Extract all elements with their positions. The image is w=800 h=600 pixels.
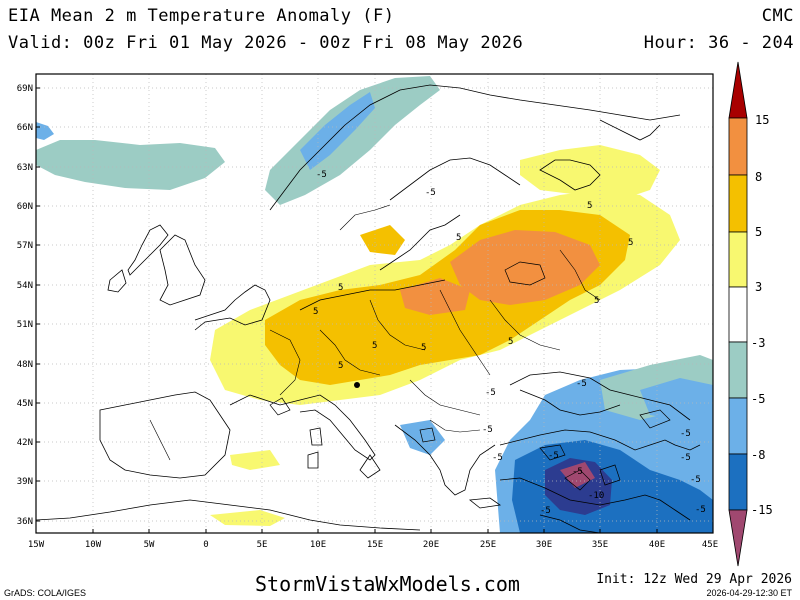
coastlines (35, 84, 701, 534)
colorbar-segment (728, 117, 748, 176)
lon-label: 20E (423, 540, 439, 550)
contour-label: -5 (695, 505, 706, 515)
site-watermark: StormVistaWxModels.com (255, 572, 520, 596)
colorbar-segment (728, 453, 748, 511)
lon-label: 0 (203, 540, 208, 550)
lat-label: 63N (17, 163, 33, 173)
contour-label: 5 (587, 201, 592, 211)
cool-anomaly-north-atlantic (36, 140, 225, 190)
longitude-labels: 15W 10W 5W 0 5E 10E 15E 20E 25E 30E 35E … (28, 540, 718, 550)
contour-label: -5 (482, 425, 493, 435)
contour-label-group: -5 -5 -5 -5 5 5 5 5 5 5 5 5 5 5 -5 -5 -5… (313, 170, 706, 516)
contour-dot (354, 382, 360, 388)
graticule (36, 74, 713, 533)
contour-label: 5 (338, 283, 343, 293)
generation-timestamp: 2026-04-29-12:30 ET (706, 588, 792, 598)
contour-label: 5 (372, 341, 377, 351)
contour-label: -5 (492, 453, 503, 463)
contour-label: -5 (485, 388, 496, 398)
lat-label: 60N (17, 202, 33, 212)
latitude-labels: 69N 66N 63N 60N 57N 54N 51N 48N 45N 42N … (17, 84, 33, 527)
colorbar-label: 8 (755, 170, 762, 184)
valid-period: Valid: 00z Fri 01 May 2026 - 00z Fri 08 … (8, 33, 524, 53)
contour-label: -5 (540, 506, 551, 516)
warm-anomaly-north-africa (210, 510, 285, 526)
extreme-cold-anomaly-core (545, 458, 612, 515)
lat-label: 42N (17, 438, 33, 448)
colorbar-label: -3 (751, 336, 765, 350)
lon-label: 35E (592, 540, 608, 550)
contour-label: -5 (576, 379, 587, 389)
warm-anomaly-spain (230, 450, 280, 470)
lon-label: 10E (310, 540, 326, 550)
lat-label: 51N (17, 320, 33, 330)
lon-label: 30E (536, 540, 552, 550)
lat-label: 36N (17, 517, 33, 527)
cool-anomaly-scandinavia (265, 76, 440, 205)
init-time: Init: 12z Wed 29 Apr 2026 (596, 572, 792, 587)
contour-label: -10 (588, 491, 604, 501)
lat-label: 48N (17, 360, 33, 370)
colorbar-top-arrow (728, 61, 748, 119)
cold-anomaly-caspian (640, 378, 713, 420)
contour-label: -5 (316, 170, 327, 180)
colorbar-label: -15 (751, 503, 773, 517)
cold-anomaly-greenland (36, 122, 54, 140)
contour-label: 5 (338, 361, 343, 371)
colorbar-segment (728, 174, 748, 233)
colorbar-label: -5 (751, 392, 765, 406)
contour-label: 5 (594, 296, 599, 306)
contour-label: -5 (572, 467, 583, 477)
map-title: EIA Mean 2 m Temperature Anomaly (F) (8, 6, 395, 26)
grads-credit: GrADS: COLA/IGES (4, 588, 87, 598)
lat-label: 39N (17, 477, 33, 487)
contour-label: -5 (680, 453, 691, 463)
lon-label: 15W (28, 540, 45, 550)
colorbar: 15 8 5 3 -3 -5 -8 -15 (728, 61, 773, 567)
warm-anomaly-north-russia (520, 145, 660, 200)
lat-label: 57N (17, 241, 33, 251)
lon-label: 10W (85, 540, 102, 550)
lon-label: 5W (144, 540, 155, 550)
axis-ticks (35, 87, 714, 533)
contour-label: -5 (548, 451, 559, 461)
extreme-cold-anomaly-center (560, 462, 595, 488)
hot-anomaly-core (450, 230, 600, 305)
forecast-hours: Hour: 36 - 204 (643, 33, 794, 53)
cold-anomaly-balkans (400, 420, 445, 455)
contour-label: -5 (425, 188, 436, 198)
contour-label: -5 (690, 475, 701, 485)
warm-anomaly-sweden (360, 225, 405, 255)
colorbar-label: 15 (755, 113, 769, 127)
colorbar-bottom-arrow (728, 509, 748, 567)
lat-label: 66N (17, 123, 33, 133)
lon-label: 5E (257, 540, 268, 550)
lon-label: 25E (480, 540, 496, 550)
model-name: CMC (761, 6, 794, 26)
colorbar-segment (728, 286, 748, 343)
lat-label: 69N (17, 84, 33, 94)
contour-label: 5 (508, 337, 513, 347)
lat-label: 54N (17, 281, 33, 291)
lon-label: 45E (702, 540, 718, 550)
contour-label: -5 (680, 429, 691, 439)
contour-label: 5 (628, 238, 633, 248)
country-borders (149, 204, 601, 461)
colorbar-label: 3 (755, 280, 762, 294)
contour-label: 5 (456, 233, 461, 243)
lon-label: 40E (649, 540, 665, 550)
colorbar-label: 5 (755, 225, 762, 239)
colorbar-segment (728, 231, 748, 288)
cold-anomaly-norway (300, 92, 375, 170)
colorbar-segment (728, 341, 748, 399)
hot-anomaly-poland (400, 278, 470, 315)
colorbar-segment (728, 397, 748, 455)
anomaly-contours (269, 261, 671, 491)
contour-label: 5 (421, 343, 426, 353)
lon-label: 15E (367, 540, 383, 550)
contour-label: 5 (313, 307, 318, 317)
lat-label: 45N (17, 399, 33, 409)
colorbar-label: -8 (751, 448, 765, 462)
